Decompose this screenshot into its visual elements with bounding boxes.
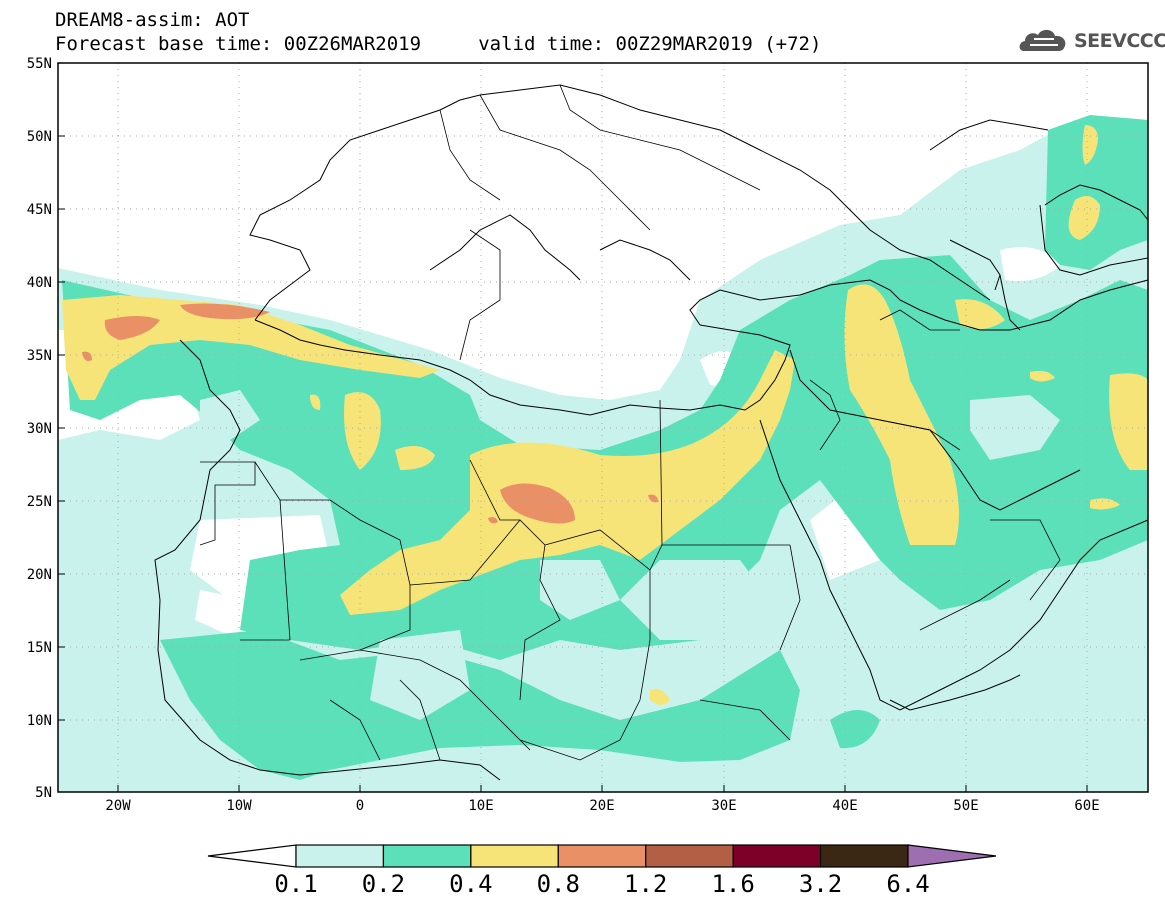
x-tick-label: 30E (711, 798, 736, 814)
colorbar-swatch (470, 844, 559, 868)
x-tick-label: 10E (468, 798, 493, 814)
x-tick-label: 50E (953, 798, 978, 814)
x-tick-label: 60E (1074, 798, 1099, 814)
x-axis-labels: 20W 10W 0 10E 20E 30E 40E 50E 60E (105, 798, 1099, 814)
y-tick-label: 55N (27, 56, 52, 72)
y-tick-label: 30N (27, 421, 52, 437)
map-subtitle: Forecast base time: 00Z26MAR2019 valid t… (55, 33, 822, 55)
x-tick-label: 0 (356, 798, 364, 814)
x-tick-label: 10W (226, 798, 252, 814)
aot-field (58, 63, 1148, 792)
colorbar-swatch (732, 844, 822, 868)
colorbar-label: 0.4 (449, 870, 492, 898)
y-tick-label: 5N (35, 785, 52, 801)
colorbar-upper-arrow (907, 844, 997, 868)
x-tick-label: 20W (105, 798, 131, 814)
y-tick-label: 40N (27, 275, 52, 291)
y-tick-label: 20N (27, 567, 52, 583)
seevccc-logo: SEEVCCC (1016, 25, 1165, 57)
colorbar-swatch (382, 844, 472, 868)
colorbar-swatch (295, 844, 385, 868)
aot-contour-0.8 (104, 316, 160, 340)
y-axis-labels: 55N 50N 45N 40N 35N 30N 25N 20N 15N 10N … (27, 56, 52, 801)
y-tick-label: 10N (27, 713, 52, 729)
colorbar-label: 3.2 (799, 870, 842, 898)
y-tick-label: 50N (27, 129, 52, 145)
logo-text: SEEVCCC (1074, 30, 1165, 52)
coastlines (154, 84, 1148, 781)
x-tick-label: 40E (832, 798, 857, 814)
colorbar-swatch (645, 844, 734, 868)
colorbar-label: 1.2 (624, 870, 667, 898)
colorbar-label: 0.2 (362, 870, 405, 898)
y-tick-label: 15N (27, 640, 52, 656)
y-tick-label: 35N (27, 348, 52, 364)
y-tick-label: 25N (27, 494, 52, 510)
colorbar-label: 6.4 (886, 870, 929, 898)
axis-ticks (58, 135, 1088, 792)
colorbar-label: 1.6 (711, 870, 754, 898)
colorbar-label: 0.8 (537, 870, 580, 898)
colorbar: 0.1 0.2 0.4 0.8 1.2 1.6 3.2 6.4 (207, 844, 997, 898)
colorbar-swatch (557, 844, 647, 868)
y-tick-label: 45N (27, 202, 52, 218)
colorbar-lower-arrow (207, 844, 297, 868)
cloud-icon (1019, 29, 1066, 51)
colorbar-label: 0.1 (274, 870, 317, 898)
colorbar-swatch (819, 844, 909, 868)
map-title: DREAM8-assim: AOT (55, 9, 250, 31)
x-tick-label: 20E (589, 798, 614, 814)
country-borders (199, 84, 1061, 761)
